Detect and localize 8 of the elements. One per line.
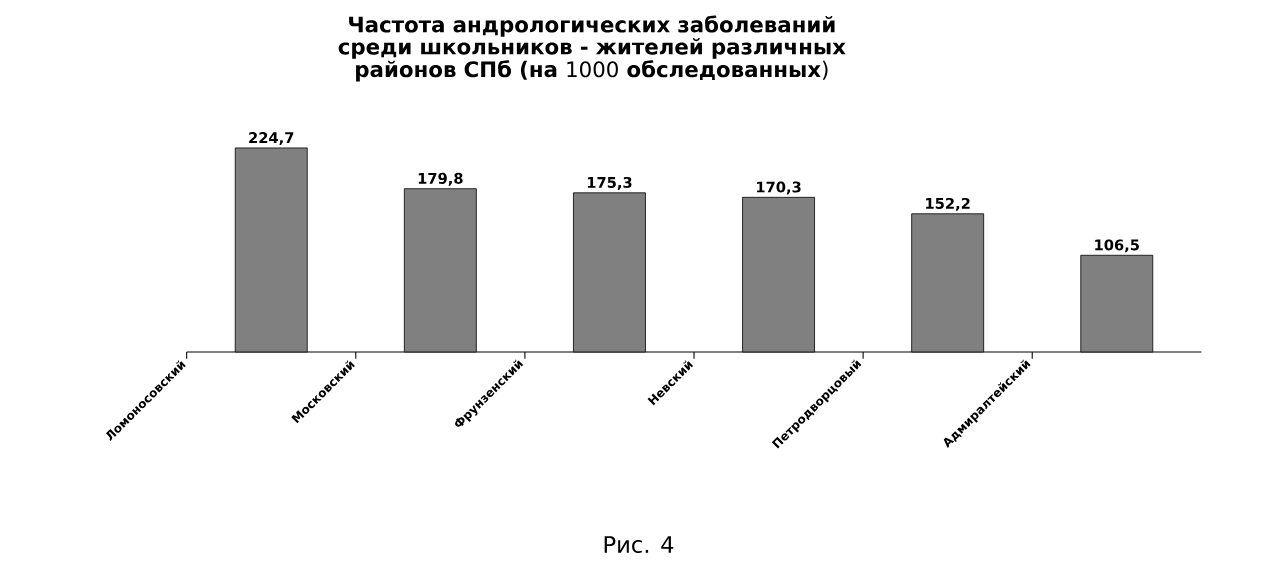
data-label: 106,5: [1095, 239, 1139, 253]
data-label: 179,8: [418, 172, 463, 186]
data-label: 175,3: [587, 176, 632, 190]
data-label: 152,2: [926, 197, 970, 211]
text: Рис. 4: [604, 536, 674, 554]
data-label: 224,7: [249, 132, 294, 146]
data-label: 170,3: [757, 181, 801, 195]
chart-title: Частота андрологических заболеваний среди школьников - жителей различных районов СПб (на 1000 обследованных): [338, 15, 846, 82]
